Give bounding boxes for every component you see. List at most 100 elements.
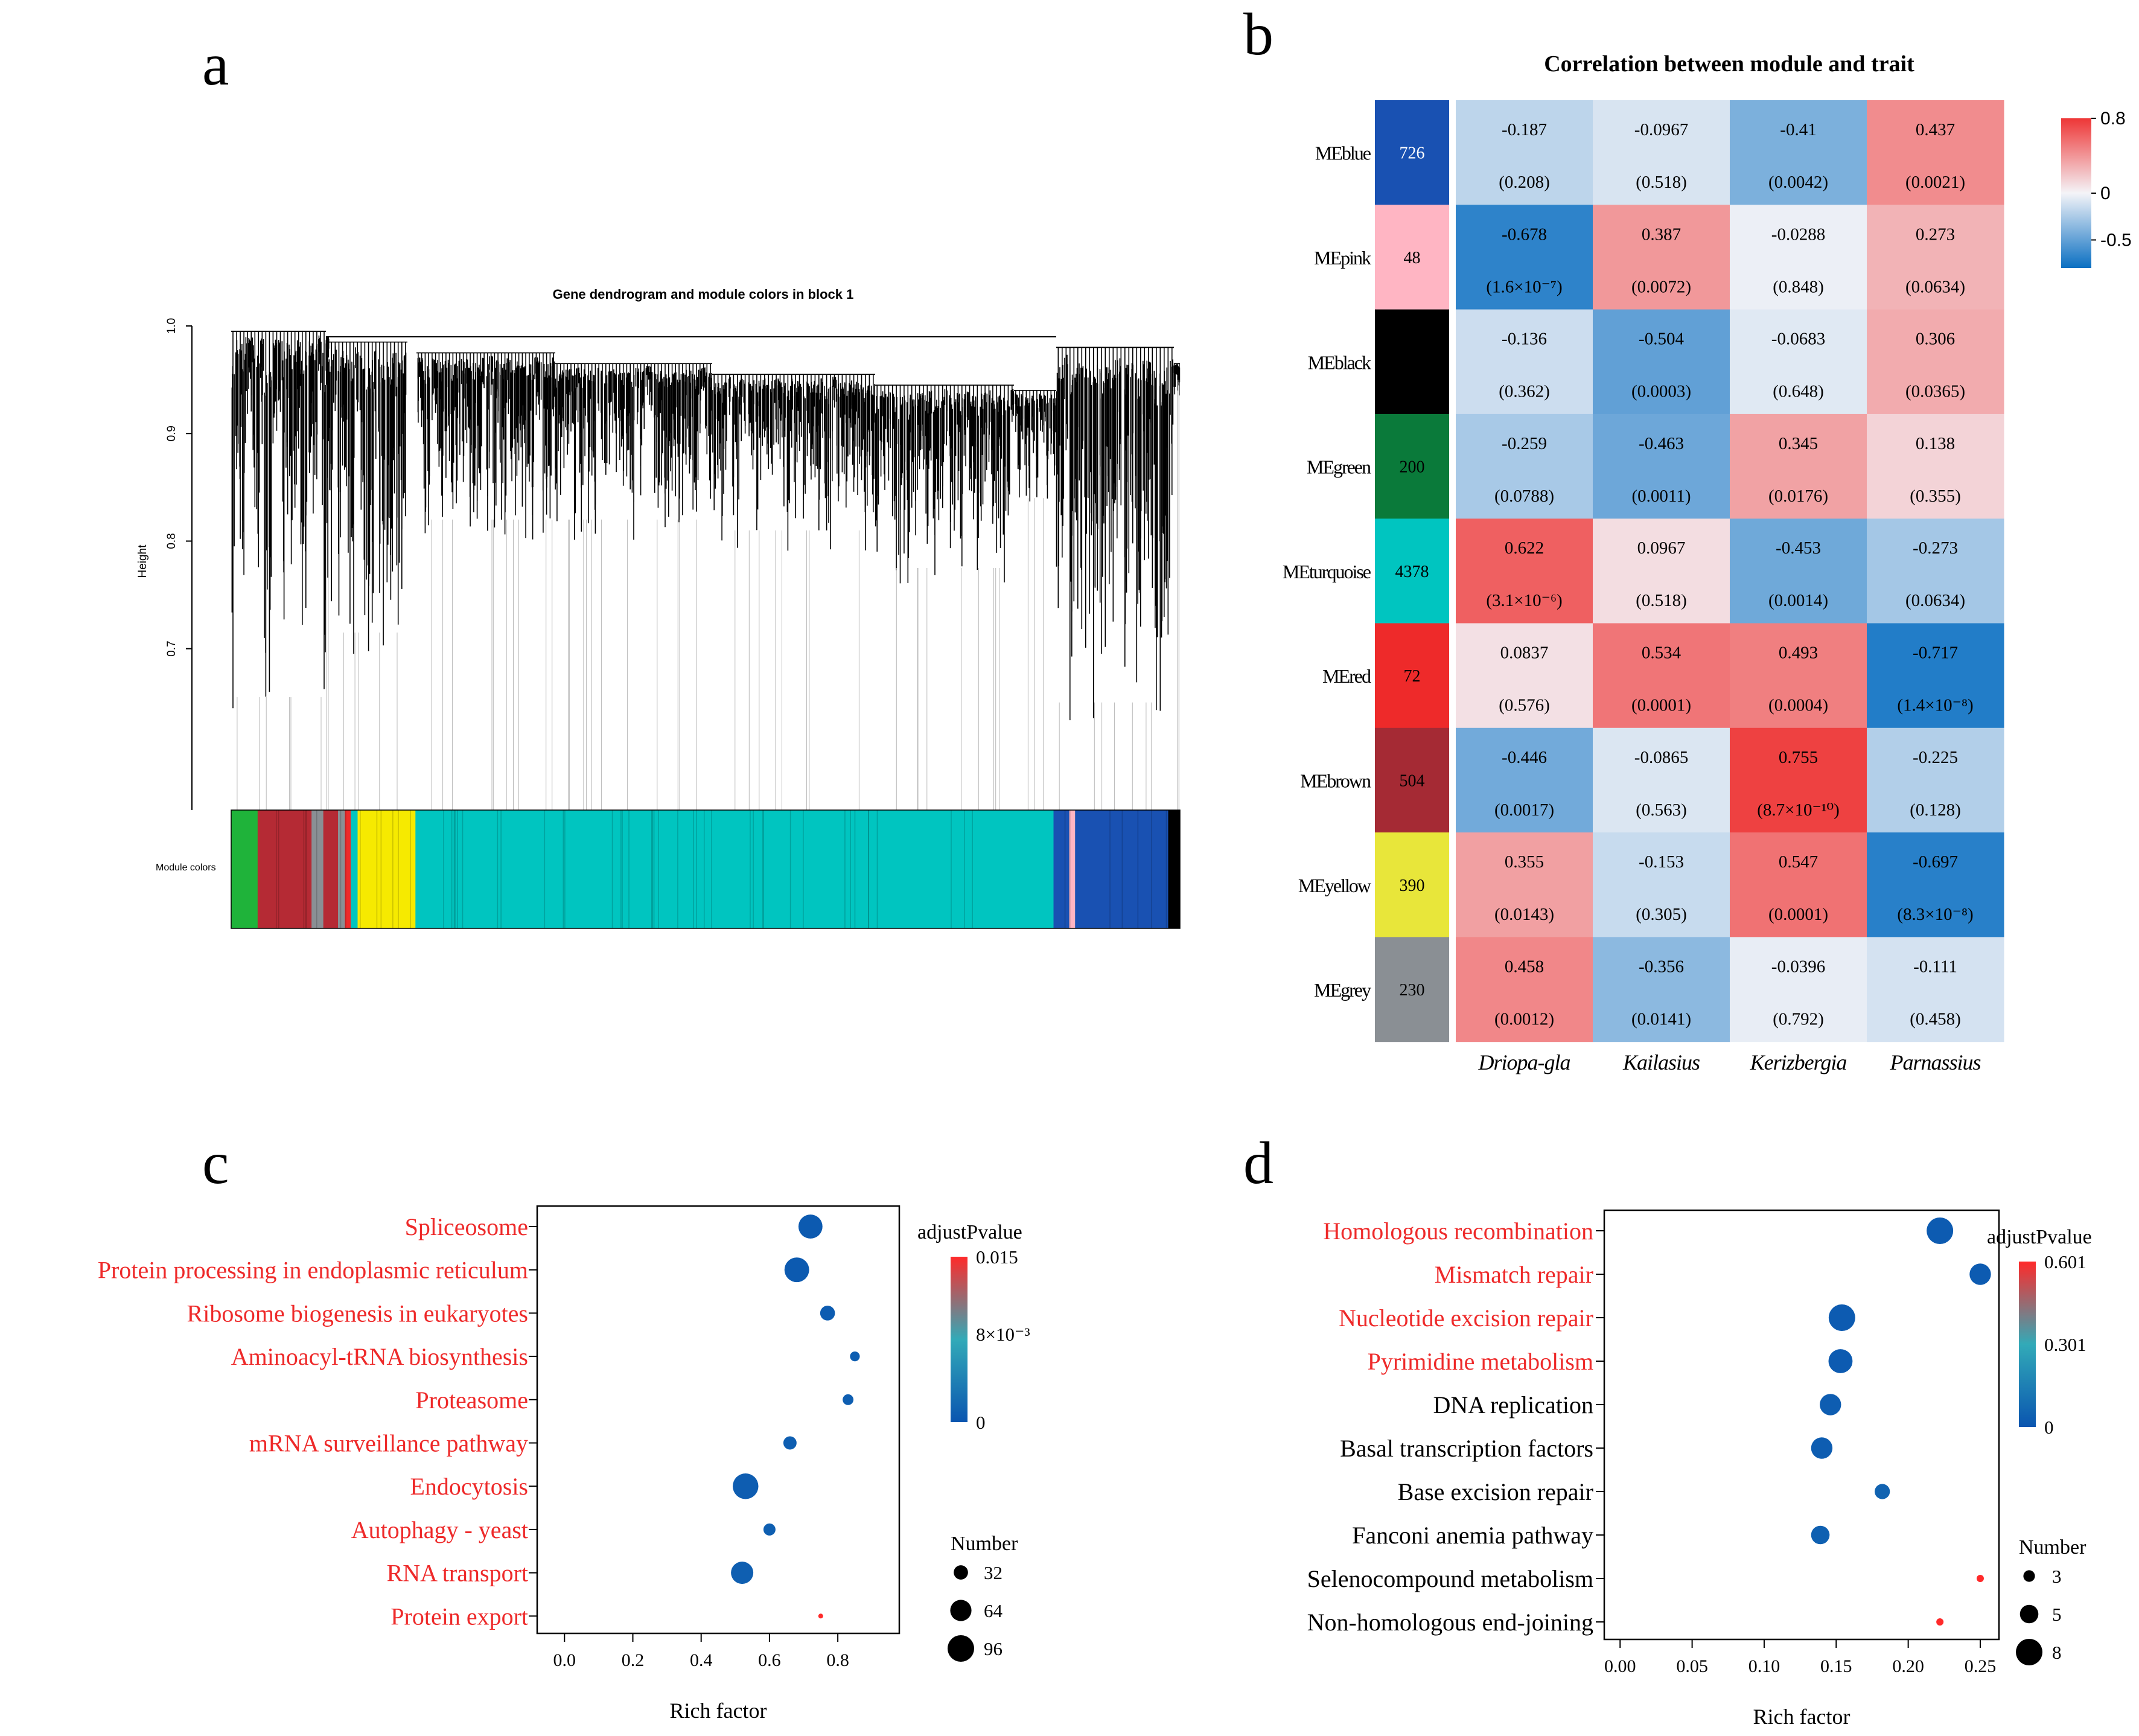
category-label: Protein processing in endoplasmic reticu…: [98, 1257, 528, 1284]
module-segment-red: [345, 810, 351, 928]
module-segment-black: [1168, 810, 1181, 928]
cell-correlation: 0.493: [1779, 643, 1818, 663]
cell-pvalue: (0.362): [1499, 382, 1550, 401]
module-segment-blue: [1075, 810, 1169, 928]
heatmap-cell: [1456, 413, 1593, 519]
cell-correlation: -0.446: [1502, 748, 1547, 767]
cell-pvalue: (0.0004): [1768, 696, 1828, 715]
panel-d-enrichment-plot: Homologous recombination Mismatch repair N…: [1307, 1209, 2092, 1729]
x-axis-label: Rich factor: [1753, 1705, 1851, 1729]
size-legend-dot: [954, 1565, 968, 1580]
cell-pvalue: (0.0141): [1631, 1009, 1691, 1029]
heatmap-cell: [1730, 727, 1867, 833]
heatmap-cell: [1730, 309, 1867, 415]
size-legend-label: 5: [2052, 1604, 2062, 1625]
module-swatch-MEblue: [1375, 100, 1449, 205]
cell-correlation: -0.111: [1913, 957, 1957, 976]
module-name-label: MEbrown: [1300, 770, 1371, 791]
dendrogram-cluster: [1056, 346, 1174, 721]
category-label: Homologous recombination: [1323, 1217, 1593, 1245]
cell-pvalue: (1.6×10⁻⁷): [1486, 277, 1562, 296]
category-label: Non-homologous end-joining: [1307, 1609, 1593, 1636]
data-point: [733, 1473, 759, 1499]
module-segment-grey: [338, 810, 345, 928]
category-label: Basal transcription factors: [1340, 1435, 1593, 1462]
cell-correlation: -0.0288: [1771, 225, 1825, 244]
cell-pvalue: (0.0001): [1631, 696, 1691, 715]
cell-correlation: 0.306: [1916, 330, 1955, 349]
cell-pvalue: (8.3×10⁻⁸): [1897, 905, 1973, 924]
data-point: [763, 1523, 776, 1536]
dendrogram-cluster: [231, 331, 326, 709]
heatmap-cell: [1593, 727, 1730, 833]
panel-label-d: d: [1243, 1129, 1274, 1196]
panel-label-c: c: [202, 1129, 229, 1196]
module-name-label: MEred: [1322, 665, 1371, 687]
heatmap-cell: [1456, 937, 1593, 1042]
dendrogram-leaf-lines: [1059, 702, 1152, 810]
x-tick-label: 0.10: [1748, 1656, 1780, 1676]
dendrogram-cluster: [1173, 363, 1181, 396]
cell-pvalue: (0.648): [1773, 382, 1824, 401]
data-point: [798, 1214, 823, 1239]
cell-pvalue: (0.0001): [1768, 905, 1828, 924]
heatmap-cell: [1456, 727, 1593, 833]
trait-column-label: Kerizbergia: [1750, 1050, 1847, 1074]
heatmap-colorbar: 0.8 0 -0.5: [2061, 109, 2132, 268]
category-label: mRNA surveillance pathway: [249, 1430, 528, 1457]
heatmap-cell: [1593, 205, 1730, 310]
colorbar-tick-label: 0: [2100, 183, 2111, 203]
category-label: Protein export: [391, 1603, 528, 1630]
dendrogram-leaf-lines: [237, 697, 322, 810]
category-label: Mismatch repair: [1435, 1261, 1593, 1288]
heatmap-cell: [1730, 205, 1867, 310]
cell-correlation: -0.678: [1502, 225, 1547, 244]
cell-pvalue: (0.792): [1773, 1009, 1824, 1029]
dendrogram-cluster: [416, 352, 555, 540]
dendrogram-y-axis: 1.0 0.9 0.8 0.7: [165, 318, 192, 657]
cell-pvalue: (0.0365): [1905, 382, 1965, 401]
cell-pvalue: (0.518): [1636, 173, 1687, 192]
panel-label-a: a: [202, 31, 229, 98]
cell-pvalue: (1.4×10⁻⁸): [1897, 696, 1973, 715]
data-point: [1820, 1394, 1841, 1415]
module-swatch-MEred: [1375, 623, 1449, 729]
module-swatch-MEgreen: [1375, 413, 1449, 519]
cell-pvalue: (0.0143): [1494, 905, 1554, 924]
cell-pvalue: (0.0021): [1905, 173, 1965, 192]
cell-pvalue: (0.355): [1910, 487, 1961, 506]
cell-pvalue: (0.576): [1499, 696, 1550, 715]
dendrogram-ylabel: Height: [136, 544, 149, 578]
module-segment-pink: [1069, 810, 1076, 928]
cell-correlation: -0.0967: [1634, 120, 1688, 139]
cell-pvalue: (0.0634): [1905, 591, 1965, 610]
module-swatch-MEturquoise: [1375, 519, 1449, 624]
module-size-label: 390: [1400, 876, 1425, 895]
y-tick-label: 0.8: [165, 533, 178, 549]
cell-correlation: 0.622: [1505, 538, 1544, 558]
heatmap-cell: [1456, 100, 1593, 205]
module-colors-label: Module colors: [156, 863, 216, 873]
x-tick-label: 0.15: [1820, 1656, 1852, 1676]
size-legend-dot: [2019, 1604, 2039, 1624]
module-segment-turquoise: [415, 810, 1054, 928]
module-segment-brown: [323, 810, 339, 928]
dendrogram-leaf-lines: [735, 530, 859, 810]
data-point: [731, 1562, 754, 1584]
module-size-label: 4378: [1395, 563, 1429, 581]
dendrogram-cluster: [326, 341, 407, 654]
color-legend-tick-label: 0.301: [2044, 1334, 2086, 1355]
module-name-label: MEblack: [1308, 351, 1371, 373]
heatmap-cell: [1456, 832, 1593, 937]
category-label: Aminoacyl-tRNA biosynthesis: [231, 1343, 528, 1370]
module-size-label: 504: [1400, 771, 1425, 790]
cell-pvalue: (3.1×10⁻⁶): [1486, 591, 1562, 610]
heatmap-cell: [1867, 519, 2004, 624]
panel-a-dendrogram: Gene dendrogram and module colors in blo…: [136, 287, 1181, 929]
cell-correlation: -0.463: [1639, 434, 1684, 453]
data-point: [1828, 1349, 1853, 1373]
heatmap-cell: [1593, 623, 1730, 729]
heatmap-cell: [1730, 100, 1867, 205]
cell-pvalue: (0.518): [1636, 591, 1687, 610]
cell-pvalue: (0.458): [1910, 1009, 1961, 1029]
